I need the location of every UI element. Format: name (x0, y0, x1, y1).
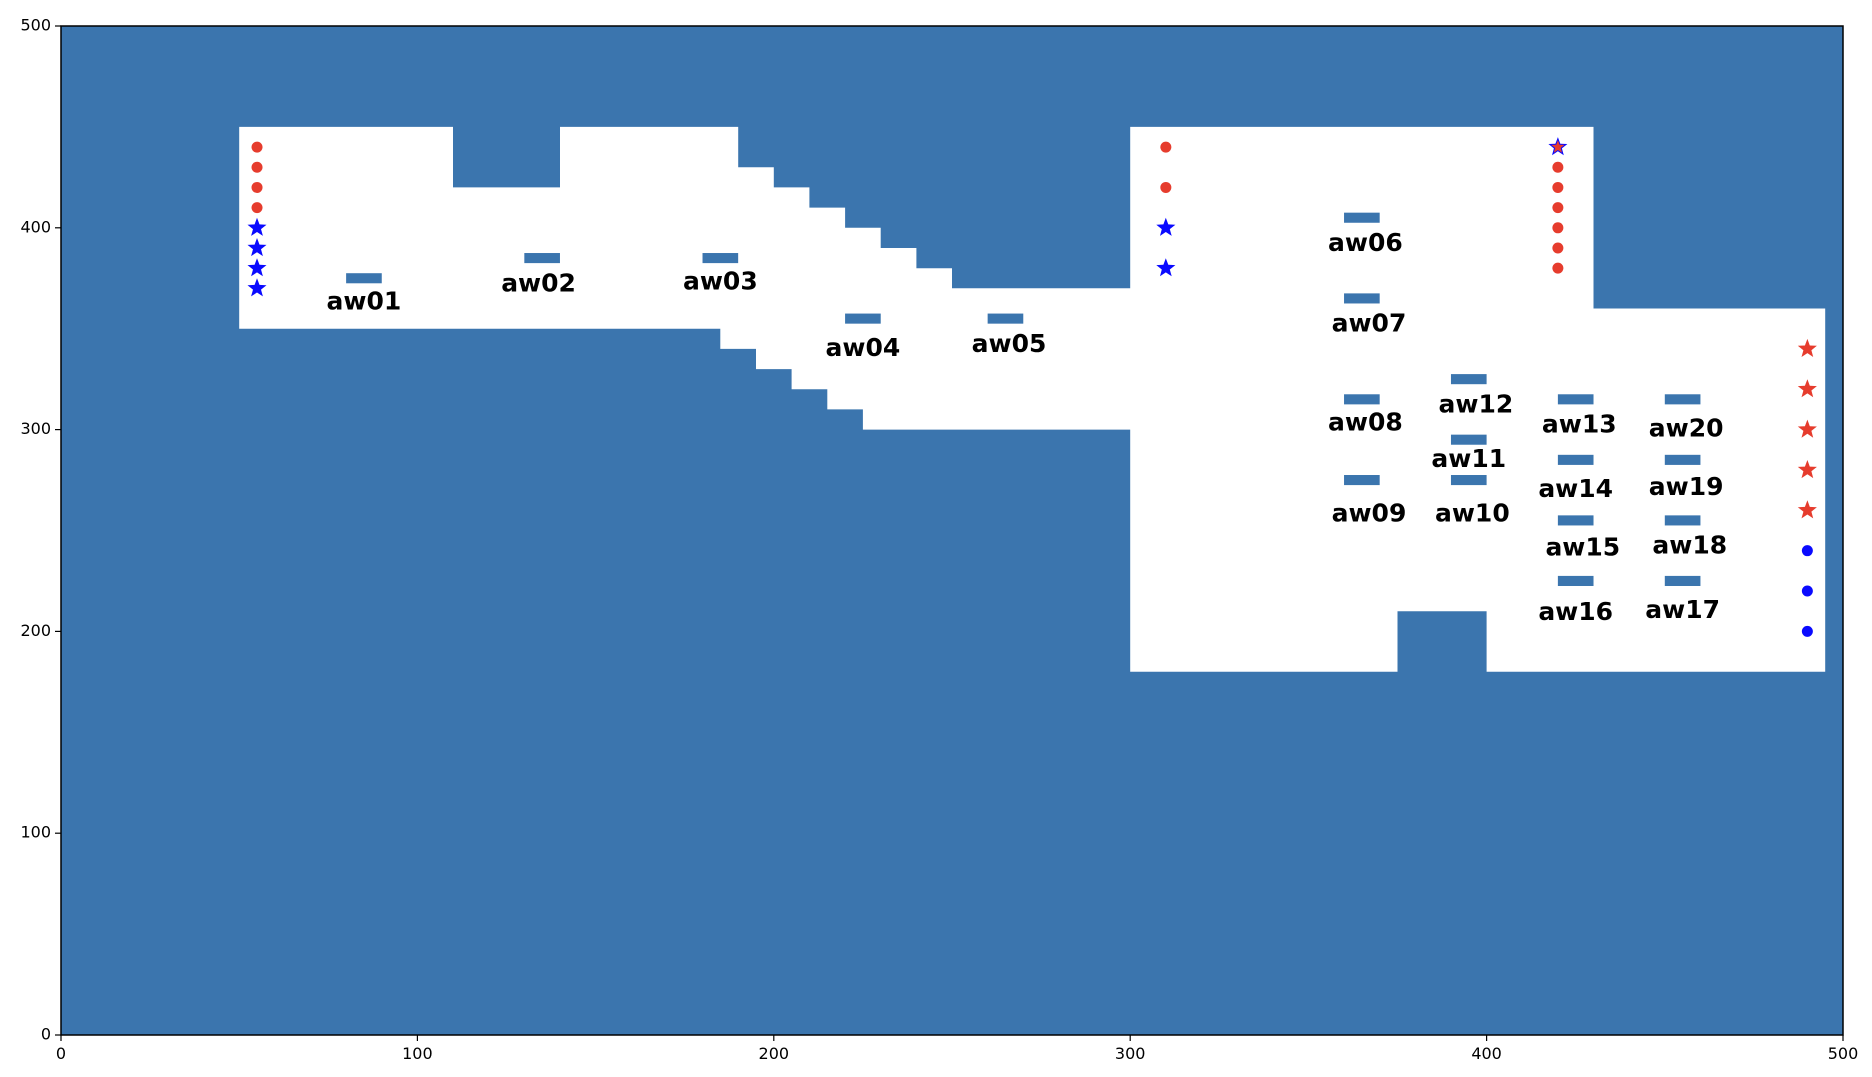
workstation-label-aw11: aw11 (1431, 444, 1506, 473)
plot-area: aw01 aw02 aw03 aw04 aw05 aw06 aw07 aw08 aw09 aw10… (61, 26, 1843, 1035)
workstation-label-aw16: aw16 (1538, 597, 1613, 626)
red-dot-marker (1552, 222, 1564, 234)
red-dot-marker (1552, 181, 1564, 193)
workstation-label-aw05: aw05 (972, 329, 1047, 358)
x-tick-label: 500 (1828, 1044, 1859, 1063)
workstation-label-aw03: aw03 (683, 266, 758, 295)
workstation-label-aw08: aw08 (1328, 408, 1403, 437)
blue-dot-marker (1801, 625, 1813, 637)
workstation-label-aw12: aw12 (1439, 389, 1514, 418)
blue-dot-marker (1801, 585, 1813, 597)
workstation-aw11 (1450, 434, 1487, 445)
workstation-aw07 (1344, 293, 1380, 304)
y-tick-label: 400 (20, 217, 51, 236)
red-dot-marker (1552, 262, 1564, 274)
workstation-aw18 (1664, 515, 1701, 526)
red-star-marker (1551, 140, 1565, 153)
red-dot-marker (1552, 242, 1564, 254)
red-dot-marker (251, 141, 263, 153)
x-tick-label: 400 (1471, 1044, 1502, 1063)
red-star-marker (1797, 419, 1817, 438)
workstation-aw12 (1450, 374, 1487, 385)
workstation-label-aw09: aw09 (1332, 498, 1407, 527)
workstation-label-aw07: aw07 (1332, 309, 1407, 338)
y-tick-label: 300 (20, 419, 51, 438)
x-tick-label: 0 (56, 1044, 66, 1063)
workstation-aw19 (1664, 454, 1701, 465)
red-dot-marker (1552, 202, 1564, 214)
workstation-aw16 (1557, 575, 1594, 586)
x-tick-label: 100 (402, 1044, 433, 1063)
workstation-label-aw04: aw04 (826, 333, 901, 362)
blue-star-marker (247, 258, 267, 277)
x-tick-label: 200 (759, 1044, 790, 1063)
blue-star-marker (247, 278, 267, 297)
workstation-label-aw13: aw13 (1542, 410, 1617, 439)
workstation-label-aw15: aw15 (1545, 533, 1620, 562)
x-tick-label: 300 (1115, 1044, 1146, 1063)
blue-star-marker (247, 217, 267, 236)
workstation-label-aw20: aw20 (1649, 414, 1724, 443)
workstation-label-aw02: aw02 (501, 268, 576, 297)
red-dot-marker (251, 181, 263, 193)
axes: 0 100 200 300 400 500 0 100 200 300 400 500 (20, 16, 1858, 1064)
y-tick-label: 500 (20, 16, 51, 35)
y-tick-label: 0 (41, 1025, 51, 1044)
workstation-aw03 (702, 253, 739, 264)
workstation-label-aw01: aw01 (327, 286, 402, 315)
y-tick-label: 200 (20, 621, 51, 640)
workstation-label-aw17: aw17 (1645, 595, 1720, 624)
blue-star-marker (1156, 258, 1176, 277)
workstation-aw01 (346, 273, 382, 284)
workstation-aw06 (1344, 212, 1380, 223)
red-star-marker (1797, 500, 1817, 519)
workstation-label-aw06: aw06 (1328, 228, 1403, 257)
workstation-aw17 (1664, 575, 1701, 586)
red-star-marker (1797, 338, 1817, 357)
red-dot-marker (1160, 181, 1172, 193)
red-dot-marker (251, 202, 263, 214)
y-tick-label: 100 (20, 823, 51, 842)
free-space-area (239, 126, 1826, 672)
workstation-aw08 (1344, 394, 1380, 405)
blue-star-marker (1156, 217, 1176, 236)
workstation-aw13 (1557, 394, 1594, 405)
workstation-aw09 (1344, 475, 1380, 486)
workstation-label-aw14: aw14 (1538, 474, 1613, 503)
workstation-aw05 (987, 313, 1024, 324)
workstation-aw15 (1557, 515, 1594, 526)
workstation-aw10 (1450, 475, 1487, 486)
red-dot-marker (251, 161, 263, 173)
workstation-aw20 (1664, 394, 1701, 405)
axes-frame (60, 25, 1844, 1036)
red-star-marker (1797, 460, 1817, 479)
workstation-aw04 (845, 313, 881, 324)
red-star-marker (1797, 379, 1817, 398)
red-dot-marker (1552, 161, 1564, 173)
red-dot-marker (1160, 141, 1172, 153)
blue-star-marker (247, 238, 267, 257)
workstation-aw02 (524, 253, 560, 264)
workstation-label-aw19: aw19 (1649, 472, 1724, 501)
blue-dot-marker (1801, 545, 1813, 557)
workstation-label-aw10: aw10 (1435, 498, 1510, 527)
workstation-label-aw18: aw18 (1652, 531, 1727, 560)
workstation-aw14 (1557, 454, 1594, 465)
